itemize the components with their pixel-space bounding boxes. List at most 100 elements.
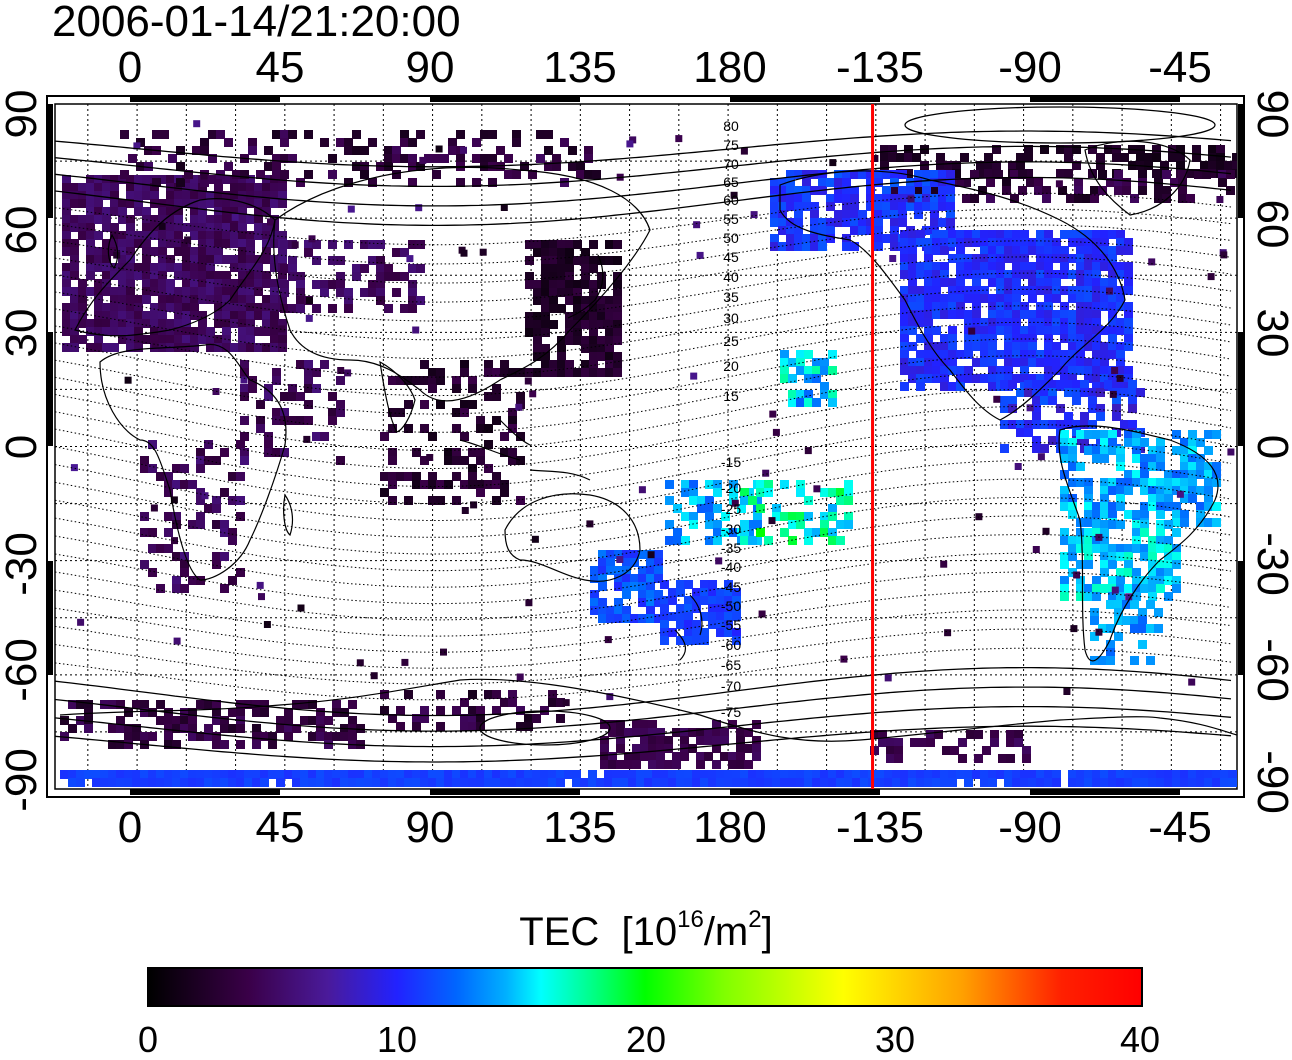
tec-cell xyxy=(980,294,989,303)
tec-cell xyxy=(328,416,337,425)
tec-cell xyxy=(908,238,917,247)
tec-cell xyxy=(76,770,85,779)
tec-cell xyxy=(1168,153,1177,162)
tec-cell xyxy=(380,770,389,779)
tec-cell xyxy=(802,242,811,251)
mag-lat-label: 50 xyxy=(723,230,739,246)
tec-cell xyxy=(988,358,997,367)
tec-cell xyxy=(604,770,613,779)
tec-cell xyxy=(708,596,717,605)
tec-cell xyxy=(312,432,321,441)
tec-cell xyxy=(78,231,87,240)
tec-cell xyxy=(1076,334,1085,343)
tec-cell xyxy=(1196,454,1205,463)
tec-cell xyxy=(1088,396,1097,405)
tec-cell xyxy=(565,320,574,329)
tec-cell xyxy=(180,716,189,725)
tec-cell xyxy=(1068,286,1077,295)
tec-cell xyxy=(1207,273,1215,281)
tec-cell xyxy=(716,588,725,597)
tec-cell xyxy=(996,230,1005,239)
tec-cell xyxy=(972,270,981,279)
tec-cell xyxy=(1108,778,1117,787)
tec-cell xyxy=(786,170,795,179)
colorbar-unit-exponent: 16 xyxy=(677,906,704,933)
tec-cell xyxy=(1052,294,1061,303)
tec-cell xyxy=(1124,318,1133,327)
tec-cell xyxy=(196,448,205,457)
tec-cell xyxy=(908,294,917,303)
tec-cell xyxy=(894,738,903,747)
tec-cell xyxy=(404,770,413,779)
tec-cell xyxy=(556,714,565,723)
tec-cell xyxy=(1108,770,1117,779)
tec-cell xyxy=(770,202,779,211)
tec-cell xyxy=(646,614,655,623)
tec-cell xyxy=(508,368,517,377)
tec-cell xyxy=(557,240,566,249)
tec-cell xyxy=(1084,446,1093,455)
tec-cell xyxy=(174,199,183,208)
tec-cell xyxy=(110,231,119,240)
tec-cell xyxy=(1114,616,1123,625)
tec-cell xyxy=(222,279,231,288)
tec-cell xyxy=(78,303,87,312)
tec-cell xyxy=(958,754,967,763)
tec-cell xyxy=(638,582,647,591)
tec-cell xyxy=(436,480,445,489)
tec-cell xyxy=(916,270,925,279)
tec-cell xyxy=(206,327,215,336)
tec-cell xyxy=(533,344,542,353)
tec-cell xyxy=(988,294,997,303)
tec-cell xyxy=(1004,342,1013,351)
tec-cell xyxy=(400,138,409,147)
tec-cell xyxy=(908,318,917,327)
tec-cell xyxy=(150,223,159,232)
tec-cell xyxy=(918,738,927,747)
tec-cell xyxy=(930,210,939,219)
tec-cell xyxy=(196,496,205,505)
tec-cell xyxy=(590,574,599,583)
tec-cell xyxy=(1116,520,1125,529)
tec-cell xyxy=(124,376,132,384)
tec-cell xyxy=(132,778,141,787)
tec-cell xyxy=(1204,770,1213,779)
tec-cell xyxy=(1140,584,1149,593)
tec-cell xyxy=(1172,502,1181,511)
tec-cell xyxy=(541,296,550,305)
tec-cell xyxy=(328,304,337,313)
tec-cell xyxy=(1100,430,1109,439)
tec-cell xyxy=(156,778,165,787)
tec-cell xyxy=(172,584,181,593)
tec-cell xyxy=(1220,778,1229,787)
tec-cell xyxy=(573,328,582,337)
tec-cell xyxy=(436,690,445,699)
tec-cell xyxy=(1004,318,1013,327)
colorbar-unit-suffix: ] xyxy=(761,910,773,954)
tec-cell xyxy=(324,778,333,787)
tec-cell xyxy=(964,366,973,375)
tec-cell xyxy=(764,770,773,779)
tec-cell xyxy=(646,582,655,591)
tec-cell xyxy=(448,146,457,155)
tec-cell xyxy=(272,130,281,139)
tec-cell xyxy=(1002,178,1011,187)
tec-cell xyxy=(756,528,765,537)
tec-cell xyxy=(270,239,279,248)
tec-cell xyxy=(376,240,385,249)
tec-cell xyxy=(436,400,445,409)
tec-cell xyxy=(810,210,819,219)
tec-cell xyxy=(1084,294,1093,303)
tec-cell xyxy=(573,368,582,377)
tec-cell xyxy=(988,254,997,263)
tec-cell xyxy=(541,280,550,289)
tec-cell xyxy=(692,628,701,637)
tec-cell xyxy=(786,242,795,251)
tec-cell xyxy=(850,218,859,227)
tec-cell xyxy=(892,778,901,787)
tec-cell xyxy=(613,336,622,345)
tec-cell xyxy=(876,778,885,787)
tec-cell xyxy=(1178,170,1187,179)
tec-cell xyxy=(878,730,887,739)
tec-cell xyxy=(508,456,517,465)
